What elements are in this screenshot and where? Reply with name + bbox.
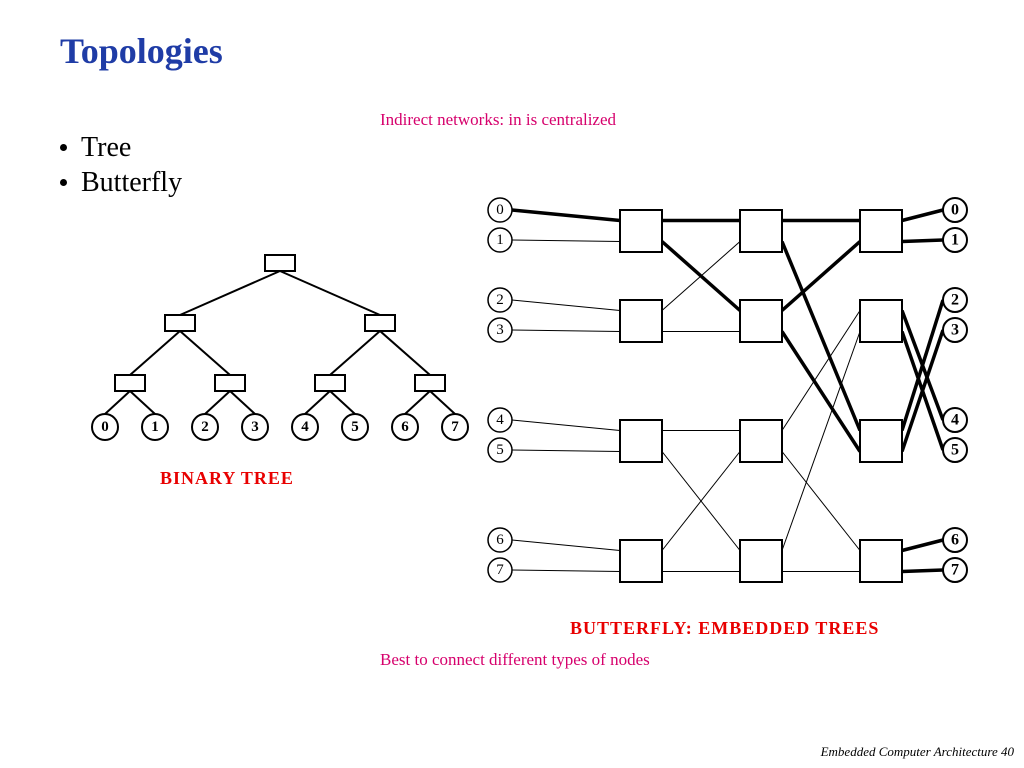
svg-text:7: 7 [451,419,459,435]
svg-text:3: 3 [496,322,504,338]
binary-tree-diagram: 0 1 2 3 4 5 6 7 [80,245,480,455]
subtitle-top: Indirect networks: in is centralized [380,110,616,130]
svg-text:6: 6 [496,532,504,548]
svg-text:5: 5 [951,442,959,459]
svg-text:5: 5 [351,419,359,435]
binary-tree-caption: BINARY TREE [160,468,294,489]
svg-text:2: 2 [496,292,504,308]
bullet-dot-icon [60,179,67,186]
svg-text:6: 6 [951,532,959,549]
bullet-item: Tree [60,130,182,165]
svg-text:1: 1 [951,232,959,249]
svg-text:1: 1 [496,232,504,248]
bullet-dot-icon [60,144,67,151]
svg-text:6: 6 [401,419,409,435]
svg-text:0: 0 [101,419,109,435]
svg-text:0: 0 [496,202,504,218]
butterfly-diagram: 0 1 2 3 4 5 6 7 0 1 2 3 4 5 6 7 [480,190,990,620]
svg-text:4: 4 [951,412,959,429]
bullet-text: Butterfly [81,165,182,200]
svg-text:3: 3 [251,419,259,435]
svg-text:1: 1 [151,419,159,435]
svg-text:4: 4 [496,412,504,428]
svg-text:0: 0 [951,202,959,219]
svg-text:7: 7 [951,562,959,579]
bullet-item: Butterfly [60,165,182,200]
svg-text:5: 5 [496,442,504,458]
svg-text:4: 4 [301,419,309,435]
svg-text:2: 2 [201,419,209,435]
bullet-text: Tree [81,130,131,165]
subtitle-bottom: Best to connect different types of nodes [380,650,650,670]
svg-text:7: 7 [496,562,504,578]
bullet-list: Tree Butterfly [60,130,182,200]
svg-text:2: 2 [951,292,959,309]
svg-text:3: 3 [951,322,959,339]
butterfly-caption: BUTTERFLY: EMBEDDED TREES [570,618,879,639]
slide-title: Topologies [60,30,223,72]
slide-footer: Embedded Computer Architecture 40 [821,744,1014,760]
